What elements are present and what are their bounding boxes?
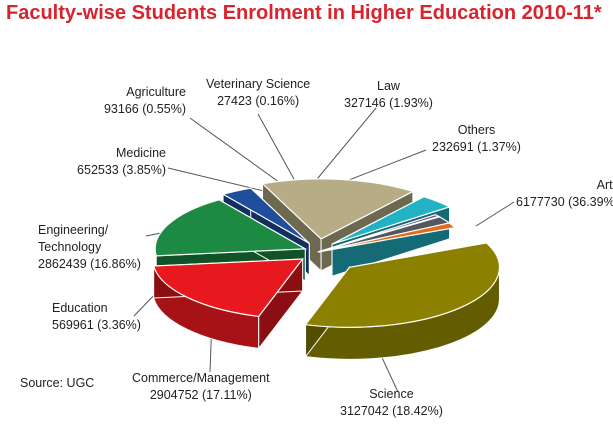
slice-label-engineering: Engineering/ Technology 2862439 (16.86%) — [38, 223, 141, 271]
slice-science — [152, 258, 304, 318]
slice-others — [317, 222, 457, 253]
leader-line-5 — [167, 167, 269, 193]
slice-label-medicine: Medicine 652533 (3.85%) — [77, 146, 166, 177]
source-note: Source: UGC — [20, 376, 95, 390]
slice-commerce-management — [154, 199, 308, 257]
slice-label-science: Science 3127042 (18.42%) — [340, 387, 443, 418]
slice-label-commerce: Commerce/Management 2904752 (17.11%) — [132, 371, 270, 402]
leader-line-8 — [307, 107, 377, 191]
slice-label-others: Others 232691 (1.37%) — [432, 123, 521, 154]
slice-education — [221, 187, 310, 244]
slice-label-education: Education 569961 (3.36%) — [52, 301, 141, 332]
slice-label-veterinary: Veterinary Science 27423 (0.16%) — [206, 77, 311, 108]
slice-medicine — [331, 196, 452, 245]
slice-arts — [304, 242, 501, 328]
slice-label-law: Law 327146 (1.93%) — [344, 79, 433, 110]
slice-engineering-technology — [261, 178, 415, 240]
chart-title: Faculty-wise Students Enrolment in Highe… — [6, 2, 602, 24]
leader-line-0 — [475, 201, 515, 227]
slice-label-arts: Arts 6177730 (36.39%) — [516, 178, 613, 209]
slice-label-agriculture: Agriculture 93166 (0.55%) — [103, 85, 186, 116]
leader-line-6 — [189, 117, 291, 191]
leader-line-7 — [257, 113, 301, 191]
